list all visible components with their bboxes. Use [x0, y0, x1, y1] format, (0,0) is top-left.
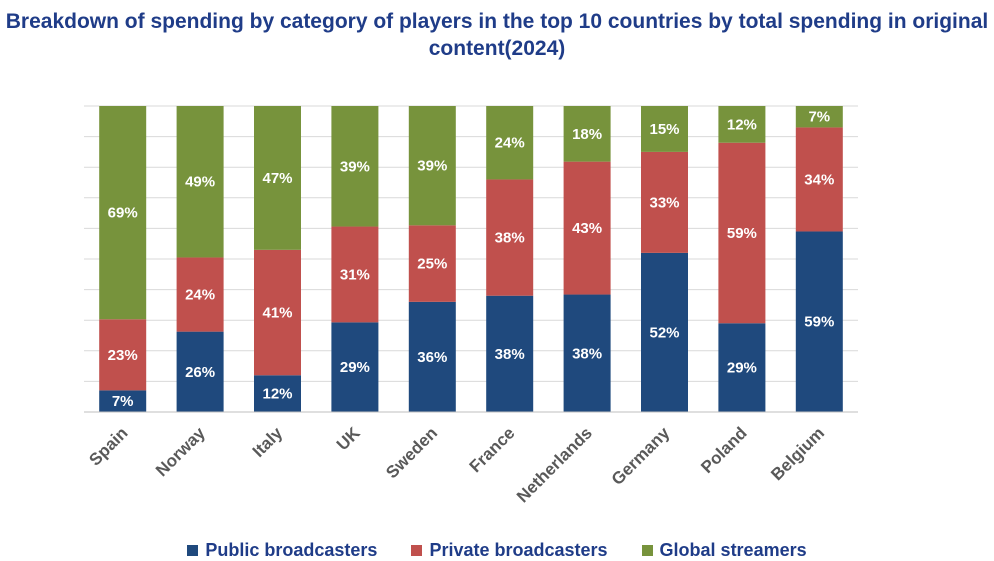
legend-swatch: [641, 545, 653, 556]
data-label: 7%: [112, 393, 134, 410]
x-tick-label: Norway: [152, 423, 209, 480]
data-label: 59%: [727, 225, 757, 242]
bar-italy-public-broadcasters: [254, 375, 301, 412]
data-label: 69%: [108, 205, 138, 222]
bar-germany-private-broadcasters: [641, 151, 688, 253]
bar-france-global-streamers: [486, 106, 534, 180]
bar-germany-public-broadcasters: [641, 252, 688, 412]
bar-norway-global-streamers: [176, 106, 224, 258]
x-tick-label: Belgium: [767, 423, 828, 484]
data-label: 34%: [804, 171, 834, 188]
x-tick-label: Poland: [697, 423, 751, 477]
legend-item: Public broadcasters: [187, 540, 377, 561]
x-tick-label: Italy: [249, 423, 287, 461]
legend-swatch: [187, 545, 199, 556]
x-tick-label: Sweden: [382, 423, 441, 482]
data-label: 49%: [185, 174, 215, 191]
data-label: 41%: [262, 305, 292, 322]
bar-france-private-broadcasters: [486, 179, 534, 296]
chart-title: Breakdown of spending by category of pla…: [5, 10, 989, 60]
bar-belgium-global-streamers: [795, 106, 843, 128]
x-tick-label: Spain: [85, 423, 131, 469]
data-label: 33%: [649, 194, 679, 211]
data-label: 26%: [185, 364, 215, 381]
bar-poland-public-broadcasters: [718, 323, 766, 412]
data-label: 31%: [340, 266, 370, 283]
data-label: 12%: [262, 386, 292, 403]
data-label: 15%: [649, 121, 679, 138]
bar-poland-global-streamers: [718, 106, 766, 143]
bar-netherlands-public-broadcasters: [563, 294, 611, 412]
data-label: 38%: [495, 346, 525, 363]
bar-netherlands-global-streamers: [563, 106, 611, 162]
bar-sweden-public-broadcasters: [408, 301, 456, 412]
bar-sweden-private-broadcasters: [408, 225, 456, 302]
bar-belgium-public-broadcasters: [795, 231, 843, 412]
bar-poland-private-broadcasters: [718, 142, 766, 324]
x-axis-tick-labels: Spain Norway Italy UK Sweden FranceNetherland…: [85, 423, 828, 506]
data-label: 47%: [262, 170, 292, 187]
legend-swatch: [411, 545, 423, 556]
data-label: 12%: [727, 116, 757, 133]
bar-netherlands-private-broadcasters: [563, 161, 611, 295]
data-label: 36%: [417, 349, 447, 366]
data-label: 38%: [572, 345, 602, 362]
legend: Public broadcasters Private broadcasters G…: [0, 540, 994, 561]
data-label: 52%: [649, 324, 679, 341]
bar-spain-private-broadcasters: [99, 319, 147, 391]
data-label: 39%: [417, 158, 447, 175]
data-label: 25%: [417, 256, 447, 273]
x-tick-label: Netherlands: [513, 423, 596, 506]
legend-item: Private broadcasters: [411, 540, 608, 561]
legend-label: Private broadcasters: [429, 540, 608, 560]
data-label: 24%: [185, 287, 215, 304]
data-label: 29%: [727, 360, 757, 377]
bar-norway-private-broadcasters: [176, 257, 224, 332]
data-label: 38%: [495, 230, 525, 247]
x-tick-label: Germany: [608, 423, 674, 489]
data-label: 7%: [808, 109, 830, 126]
bars: [99, 106, 843, 412]
x-tick-label: France: [466, 423, 519, 476]
data-label: 43%: [572, 220, 602, 237]
x-tick-label: UK: [333, 423, 364, 454]
bar-spain-global-streamers: [99, 106, 147, 320]
data-label: 23%: [108, 347, 138, 364]
bar-spain-public-broadcasters: [99, 390, 147, 412]
data-label: 39%: [340, 158, 370, 175]
bar-uk-global-streamers: [331, 106, 379, 227]
legend-item: Global streamers: [641, 540, 807, 561]
bar-france-public-broadcasters: [486, 295, 534, 412]
bar-italy-global-streamers: [254, 106, 301, 250]
legend-label: Global streamers: [659, 540, 807, 560]
bar-italy-private-broadcasters: [254, 249, 301, 376]
data-label: 29%: [340, 359, 370, 376]
bar-sweden-global-streamers: [408, 106, 456, 226]
data-labels: 7% 23% 69% 26% 24% 49% 12% 41% 47% 29% 31% 39% 36% 25…: [108, 109, 835, 410]
data-label: 18%: [572, 126, 602, 143]
bar-germany-global-streamers: [641, 106, 688, 152]
stacked-bar-chart: 7% 23% 69% 26% 24% 49% 12% 41% 47% 29% 31% 39% 36% 25…: [84, 105, 858, 506]
legend-label: Public broadcasters: [205, 540, 378, 560]
data-label: 59%: [804, 314, 834, 331]
bar-uk-private-broadcasters: [331, 226, 379, 323]
bar-uk-public-broadcasters: [331, 322, 379, 412]
bar-norway-public-broadcasters: [176, 331, 224, 412]
data-label: 24%: [495, 135, 525, 152]
bar-belgium-private-broadcasters: [795, 127, 843, 232]
